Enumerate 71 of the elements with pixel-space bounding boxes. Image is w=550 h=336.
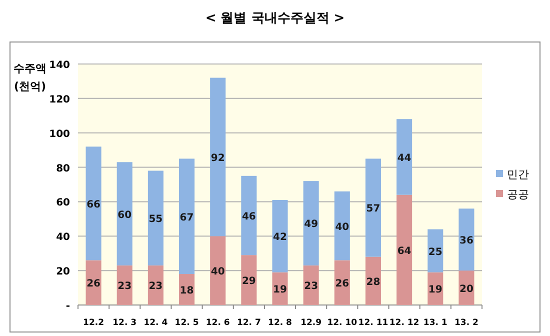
- data-label: 57: [366, 204, 380, 215]
- data-label: 40: [210, 266, 225, 278]
- data-label: 60: [118, 210, 132, 221]
- data-label: 46: [242, 211, 256, 222]
- data-label: 40: [335, 222, 350, 233]
- data-label: 44: [397, 152, 412, 164]
- bar: [303, 181, 319, 266]
- data-label: 23: [304, 281, 318, 292]
- data-label: 55: [148, 214, 163, 226]
- legend-label: 민간: [507, 168, 529, 181]
- bar: [396, 194, 412, 305]
- x-tick-label: 12. 5: [174, 318, 199, 328]
- x-tick-label: 12. 11: [358, 318, 388, 328]
- bar: [334, 260, 350, 305]
- x-tick-label: 12. 7: [236, 318, 261, 328]
- data-label: 66: [86, 199, 101, 210]
- data-label: 67: [180, 212, 194, 224]
- bar: [272, 200, 288, 272]
- bar: [365, 158, 381, 257]
- data-label: 29: [242, 276, 256, 288]
- x-tick-label: 12. 4: [144, 318, 168, 328]
- data-label: 19: [428, 284, 442, 296]
- x-tick-label: 12. 8: [268, 318, 292, 328]
- data-label: 92: [210, 152, 225, 164]
- bar: [86, 260, 102, 305]
- bar: [241, 255, 257, 305]
- data-label: 28: [366, 276, 380, 288]
- data-label: 42: [273, 232, 287, 244]
- data-label: 36: [460, 236, 474, 247]
- bar: [365, 256, 381, 305]
- bar: [396, 119, 412, 195]
- bar: [241, 176, 257, 256]
- data-label: 19: [273, 284, 287, 296]
- bar: [458, 208, 474, 271]
- y-tick-label: 100: [49, 128, 70, 140]
- x-tick-label: 12.2: [83, 318, 104, 328]
- bar: [210, 236, 226, 305]
- bar: [116, 162, 132, 266]
- data-label: 64: [397, 246, 412, 257]
- x-tick-label: 13. 1: [423, 318, 448, 328]
- y-tick-label: -: [66, 301, 70, 312]
- x-tick-label: 12. 10: [327, 318, 358, 328]
- y-tick-label: 40: [56, 232, 70, 244]
- y-tick-label: 120: [49, 94, 70, 106]
- y-tick-label: 20: [56, 266, 70, 278]
- data-label: 26: [335, 278, 350, 290]
- x-tick-label: 13. 2: [454, 318, 479, 328]
- y-tick-label: 60: [56, 198, 70, 209]
- y-axis-title: 수주액 (천억): [14, 62, 46, 93]
- bar: [428, 229, 444, 272]
- bar: [148, 170, 164, 266]
- x-tick-label: 12. 6: [206, 318, 230, 328]
- data-label: 25: [428, 246, 442, 258]
- bar: [86, 146, 102, 260]
- bar: [179, 158, 195, 274]
- bar: [272, 272, 288, 305]
- data-label: 18: [180, 286, 194, 297]
- data-label: 26: [86, 278, 101, 290]
- x-tick-label: 12. 12: [389, 318, 420, 328]
- y-tick-label: 140: [49, 60, 70, 71]
- chart-title: < 월별 국내수주실적 >: [205, 11, 345, 26]
- bar: [210, 78, 226, 236]
- data-label: 23: [148, 281, 163, 292]
- x-tick-label: 12.9: [300, 318, 322, 328]
- data-label: 23: [118, 281, 132, 292]
- x-tick-label: 12. 3: [112, 318, 137, 328]
- bar: [334, 191, 350, 260]
- data-label: 20: [460, 284, 474, 295]
- data-label: 49: [304, 219, 318, 230]
- y-tick-label: 80: [56, 163, 70, 174]
- legend-label: 공공: [507, 188, 529, 201]
